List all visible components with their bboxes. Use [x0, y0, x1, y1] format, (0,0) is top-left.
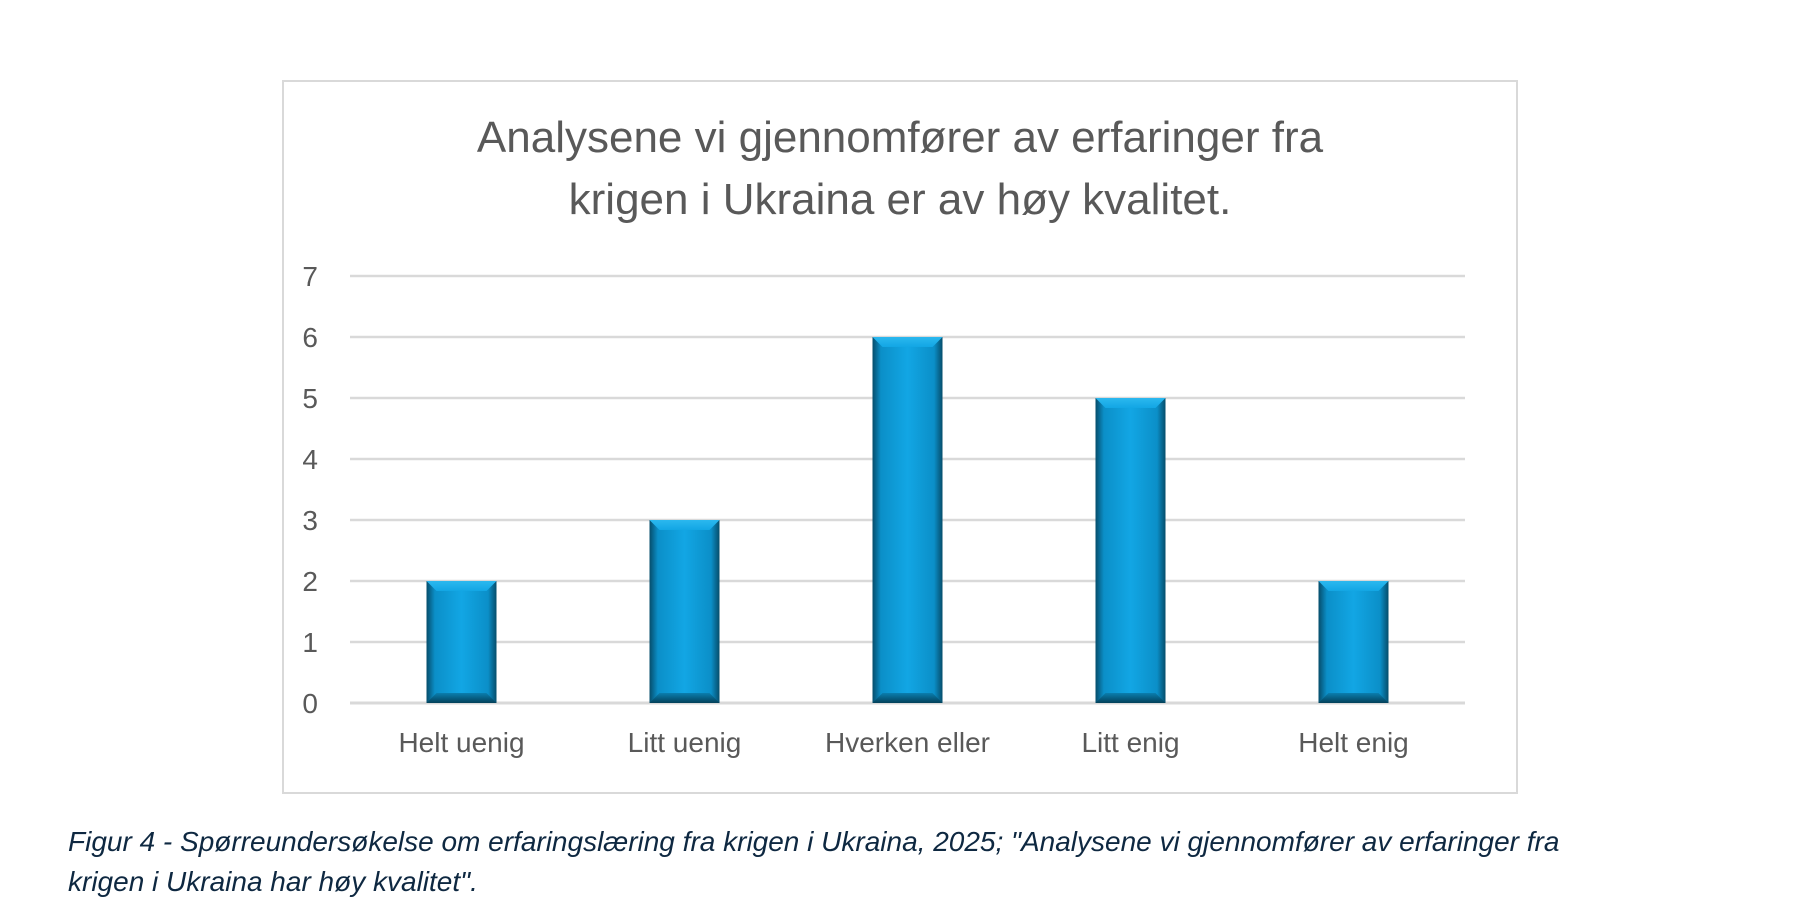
- chart-title-line-1: Analysene vi gjennomfører av erfaringer …: [477, 113, 1324, 162]
- caption-line-1: Figur 4 - Spørreundersøkelse om erfaring…: [68, 826, 1560, 857]
- chart-title-line-2: krigen i Ukraina er av høy kvalitet.: [569, 175, 1232, 224]
- bar: [1318, 581, 1389, 703]
- x-tick-label: Helt uenig: [398, 727, 524, 758]
- x-tick-label: Hverken eller: [825, 727, 990, 758]
- bar-body: [426, 581, 497, 703]
- y-tick-label: 0: [302, 688, 318, 719]
- y-tick-label: 2: [302, 566, 318, 597]
- bar: [1095, 398, 1166, 703]
- bar-top-bevel: [1095, 398, 1166, 408]
- y-tick-label: 4: [302, 444, 318, 475]
- bar: [426, 581, 497, 703]
- bar-bottom-bevel: [872, 693, 943, 703]
- x-tick-label: Litt enig: [1081, 727, 1179, 758]
- bar-bottom-bevel: [1318, 693, 1389, 703]
- bar-bottom-bevel: [649, 693, 720, 703]
- bar-top-bevel: [1318, 581, 1389, 591]
- bar-top-bevel: [872, 337, 943, 347]
- bar-bottom-bevel: [1095, 693, 1166, 703]
- figure-caption: Figur 4 - Spørreundersøkelse om erfaring…: [68, 822, 1768, 902]
- y-tick-label: 7: [302, 261, 318, 292]
- x-tick-label: Helt enig: [1298, 727, 1409, 758]
- bar-top-bevel: [649, 520, 720, 530]
- y-tick-label: 6: [302, 322, 318, 353]
- bar-top-bevel: [426, 581, 497, 591]
- bar-body: [1318, 581, 1389, 703]
- bar: [649, 520, 720, 703]
- bar-bottom-bevel: [426, 693, 497, 703]
- bar-body: [1095, 398, 1166, 703]
- y-tick-label: 1: [302, 627, 318, 658]
- bar: [872, 337, 943, 703]
- caption-line-2: krigen i Ukraina har høy kvalitet".: [68, 866, 478, 897]
- y-tick-label: 5: [302, 383, 318, 414]
- y-tick-label: 3: [302, 505, 318, 536]
- bar-body: [649, 520, 720, 703]
- x-tick-label: Litt uenig: [628, 727, 742, 758]
- bar-body: [872, 337, 943, 703]
